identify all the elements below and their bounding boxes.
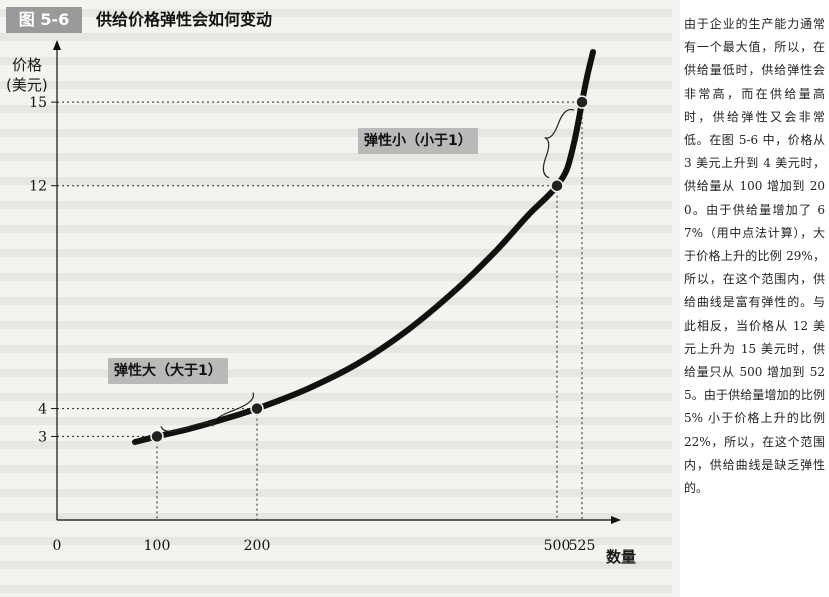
y-tick-label: 3 xyxy=(38,429,47,445)
y-axis-label: 价格 xyxy=(12,56,43,74)
x-tick-label: 100 xyxy=(144,538,171,554)
y-tick-label: 15 xyxy=(29,95,47,111)
data-point xyxy=(250,401,264,416)
figure-background xyxy=(0,0,672,597)
x-axis-label: 数量 xyxy=(606,548,637,566)
elastic-callout: 弹性大（大于1） xyxy=(108,358,228,384)
x-axis-arrow xyxy=(611,516,621,524)
y-axis-arrow xyxy=(53,40,61,50)
x-tick-label: 525 xyxy=(569,538,596,554)
y-tick-label: 12 xyxy=(29,179,47,195)
y-axis-unit: (美元) xyxy=(6,76,48,94)
data-point xyxy=(575,95,589,109)
inelastic-brace xyxy=(542,108,575,179)
figure-panel: 0 100 200 500 525 3 4 12 15 图 5-6 供给价格弹性会如何变动 价格… xyxy=(0,0,672,597)
inelastic-callout: 弹性小（小于1） xyxy=(358,128,478,154)
elastic-brace xyxy=(160,392,255,432)
figure-title: 供给价格弹性会如何变动 xyxy=(96,10,273,29)
supply-curve xyxy=(132,49,596,445)
x-tick-label: 0 xyxy=(53,538,62,554)
x-tick-label: 200 xyxy=(244,538,271,554)
sidebar-note: 由于企业的生产能力通常有一个最大值，所以，在供给量低时，供给弹性会非常高，而在供… xyxy=(680,0,829,597)
data-point xyxy=(150,429,164,444)
y-tick-label: 4 xyxy=(38,402,47,418)
sidebar-paragraph: 由于企业的生产能力通常有一个最大值，所以，在供给量低时，供给弹性会非常高，而在供… xyxy=(684,17,825,496)
figure-number: 图 5-6 xyxy=(6,7,82,33)
x-tick-label: 500 xyxy=(544,538,571,554)
data-point xyxy=(550,178,564,193)
